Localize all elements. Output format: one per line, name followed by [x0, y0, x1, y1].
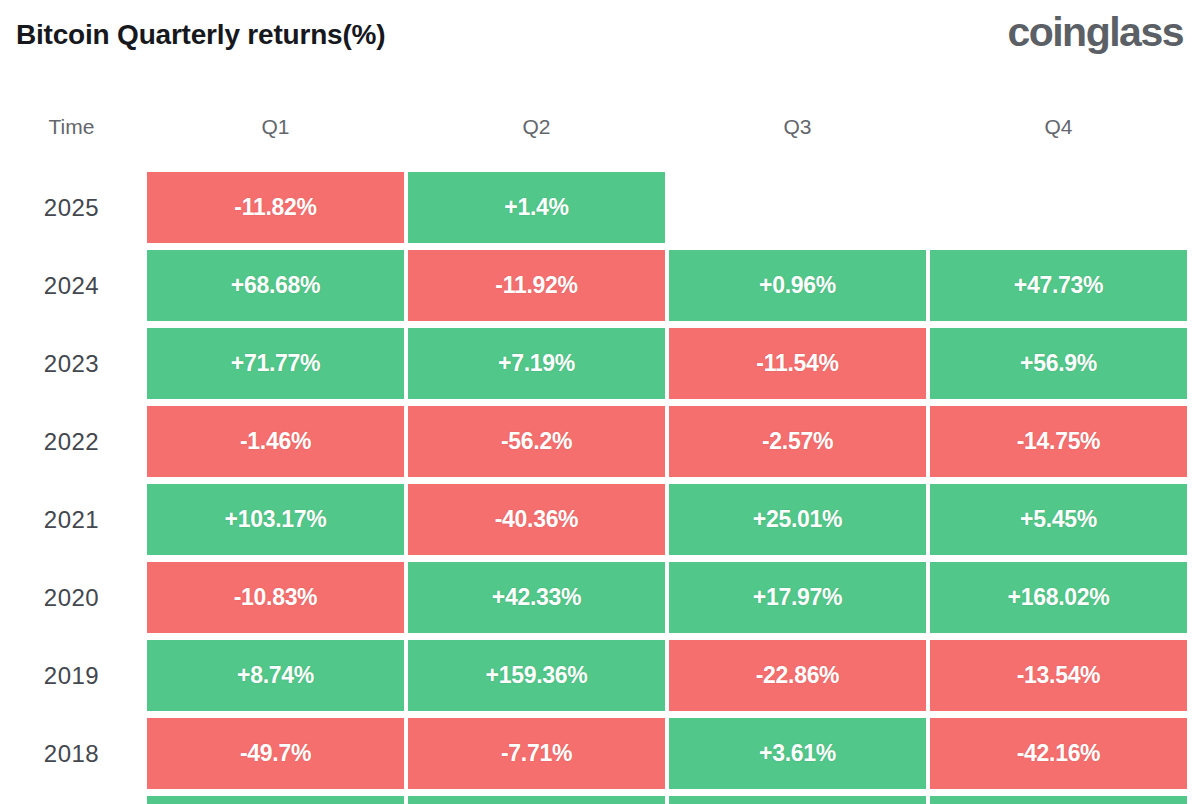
return-cell: +71.77% [147, 328, 404, 399]
return-cell: +8.74% [147, 640, 404, 711]
return-cell: -22.86% [669, 640, 926, 711]
column-header-q4: Q4 [930, 115, 1187, 139]
return-cell: +42.33% [408, 562, 665, 633]
table-header-row: TimeQ1Q2Q3Q4 [0, 103, 1187, 151]
row-year-label: 2018 [0, 718, 143, 789]
return-cell: +168.02% [930, 562, 1187, 633]
row-year-label: 2019 [0, 640, 143, 711]
column-header-q3: Q3 [669, 115, 926, 139]
return-cell: -7.71% [408, 718, 665, 789]
return-cell: +25.01% [669, 484, 926, 555]
return-cell: -42.16% [930, 718, 1187, 789]
return-cell: -1.46% [147, 406, 404, 477]
return-cell [930, 796, 1187, 804]
return-cell [669, 796, 926, 804]
return-cell: -11.92% [408, 250, 665, 321]
return-cell [669, 172, 926, 243]
row-year-label: 2020 [0, 562, 143, 633]
page-title: Bitcoin Quarterly returns(%) [16, 20, 385, 51]
row-year-label: 2023 [0, 328, 143, 399]
return-cell: +5.45% [930, 484, 1187, 555]
return-cell: +47.73% [930, 250, 1187, 321]
return-cell: +1.4% [408, 172, 665, 243]
return-cell: +0.96% [669, 250, 926, 321]
column-header-q2: Q2 [408, 115, 665, 139]
row-year-label: 2022 [0, 406, 143, 477]
return-cell: -14.75% [930, 406, 1187, 477]
return-cell: -2.57% [669, 406, 926, 477]
return-cell: +17.97% [669, 562, 926, 633]
row-year-label: 2024 [0, 250, 143, 321]
return-cell: +56.9% [930, 328, 1187, 399]
row-year-label: 2021 [0, 484, 143, 555]
page: Bitcoin Quarterly returns(%) coinglass T… [0, 0, 1200, 804]
return-cell: -56.2% [408, 406, 665, 477]
header-bar: Bitcoin Quarterly returns(%) coinglass [0, 0, 1200, 55]
column-header-q1: Q1 [147, 115, 404, 139]
return-cell: -11.54% [669, 328, 926, 399]
return-cell: -49.7% [147, 718, 404, 789]
row-year-label: 2025 [0, 172, 143, 243]
return-cell [147, 796, 404, 804]
row-year-label [0, 796, 143, 804]
return-cell [930, 172, 1187, 243]
column-header-time: Time [0, 115, 143, 139]
coinglass-logo: coinglass [1007, 10, 1183, 55]
return-cell: -11.82% [147, 172, 404, 243]
return-cell: -10.83% [147, 562, 404, 633]
return-cell: -13.54% [930, 640, 1187, 711]
return-cell: +7.19% [408, 328, 665, 399]
return-cell: +103.17% [147, 484, 404, 555]
returns-table: 2025-11.82%+1.4% 2024+68.68%-11.92%+0.96%… [0, 172, 1187, 804]
return-cell: -40.36% [408, 484, 665, 555]
return-cell: +159.36% [408, 640, 665, 711]
return-cell: +68.68% [147, 250, 404, 321]
return-cell [408, 796, 665, 804]
return-cell: +3.61% [669, 718, 926, 789]
